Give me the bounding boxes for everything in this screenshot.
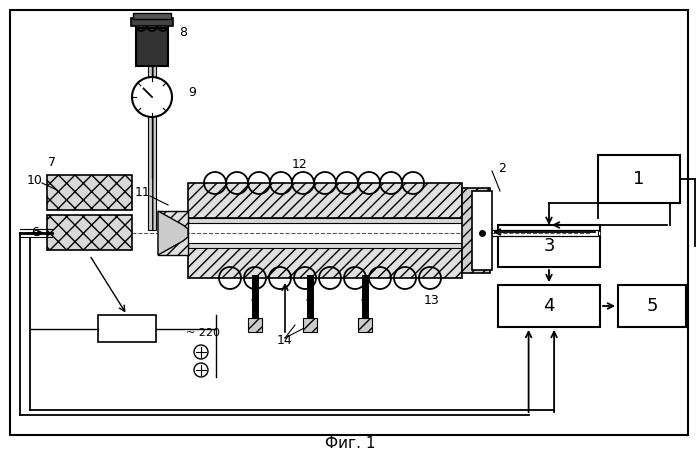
Bar [472, 191, 492, 270]
Bar [598, 155, 680, 203]
Bar [188, 243, 462, 248]
Circle shape [132, 77, 172, 117]
Text: 7: 7 [48, 156, 56, 169]
Text: 3: 3 [543, 237, 554, 255]
Bar [188, 183, 462, 218]
Text: ~ 220: ~ 220 [186, 328, 220, 338]
Polygon shape [158, 211, 188, 255]
Bar [47, 175, 132, 210]
Bar [462, 188, 490, 273]
Bar [98, 315, 156, 342]
Bar [498, 225, 600, 267]
Text: 11: 11 [135, 187, 151, 199]
Bar [303, 318, 317, 332]
Text: 6: 6 [31, 226, 39, 240]
Text: Фиг. 1: Фиг. 1 [325, 435, 375, 450]
Bar [158, 211, 188, 255]
Text: 4: 4 [543, 297, 554, 315]
Bar [131, 18, 173, 26]
Bar [136, 28, 168, 66]
Text: 10: 10 [27, 173, 43, 187]
Text: 8: 8 [179, 26, 187, 39]
Text: 9: 9 [188, 86, 196, 98]
Bar [133, 13, 171, 19]
Text: 12: 12 [292, 159, 308, 172]
Bar [498, 285, 600, 327]
Bar [618, 285, 686, 327]
Text: 5: 5 [646, 297, 658, 315]
Bar [490, 230, 598, 236]
Bar [188, 218, 462, 223]
Bar [47, 215, 132, 250]
Bar [188, 248, 462, 278]
Bar [358, 318, 372, 332]
Text: 2: 2 [498, 162, 506, 174]
Text: 13: 13 [424, 294, 440, 307]
Text: 14: 14 [277, 333, 293, 347]
Text: 1: 1 [634, 170, 645, 188]
Bar [248, 318, 262, 332]
Bar [148, 65, 156, 230]
